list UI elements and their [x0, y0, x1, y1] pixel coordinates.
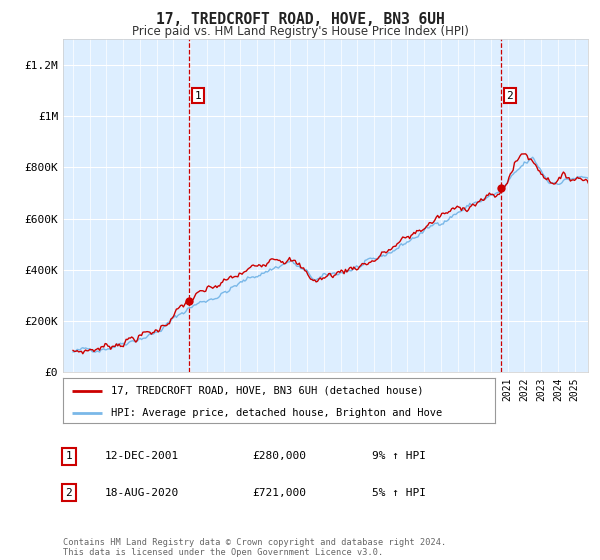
Text: 12-DEC-2001: 12-DEC-2001 — [105, 451, 179, 461]
Text: £721,000: £721,000 — [252, 488, 306, 498]
Text: Price paid vs. HM Land Registry's House Price Index (HPI): Price paid vs. HM Land Registry's House … — [131, 25, 469, 38]
Text: 17, TREDCROFT ROAD, HOVE, BN3 6UH: 17, TREDCROFT ROAD, HOVE, BN3 6UH — [155, 12, 445, 27]
Text: 2: 2 — [65, 488, 73, 498]
Text: 2: 2 — [506, 91, 513, 101]
Text: 9% ↑ HPI: 9% ↑ HPI — [372, 451, 426, 461]
Text: 1: 1 — [194, 91, 201, 101]
Text: HPI: Average price, detached house, Brighton and Hove: HPI: Average price, detached house, Brig… — [110, 408, 442, 418]
Text: Contains HM Land Registry data © Crown copyright and database right 2024.
This d: Contains HM Land Registry data © Crown c… — [63, 538, 446, 557]
Text: 5% ↑ HPI: 5% ↑ HPI — [372, 488, 426, 498]
Text: £280,000: £280,000 — [252, 451, 306, 461]
Text: 17, TREDCROFT ROAD, HOVE, BN3 6UH (detached house): 17, TREDCROFT ROAD, HOVE, BN3 6UH (detac… — [110, 385, 423, 395]
Text: 1: 1 — [65, 451, 73, 461]
Text: 18-AUG-2020: 18-AUG-2020 — [105, 488, 179, 498]
